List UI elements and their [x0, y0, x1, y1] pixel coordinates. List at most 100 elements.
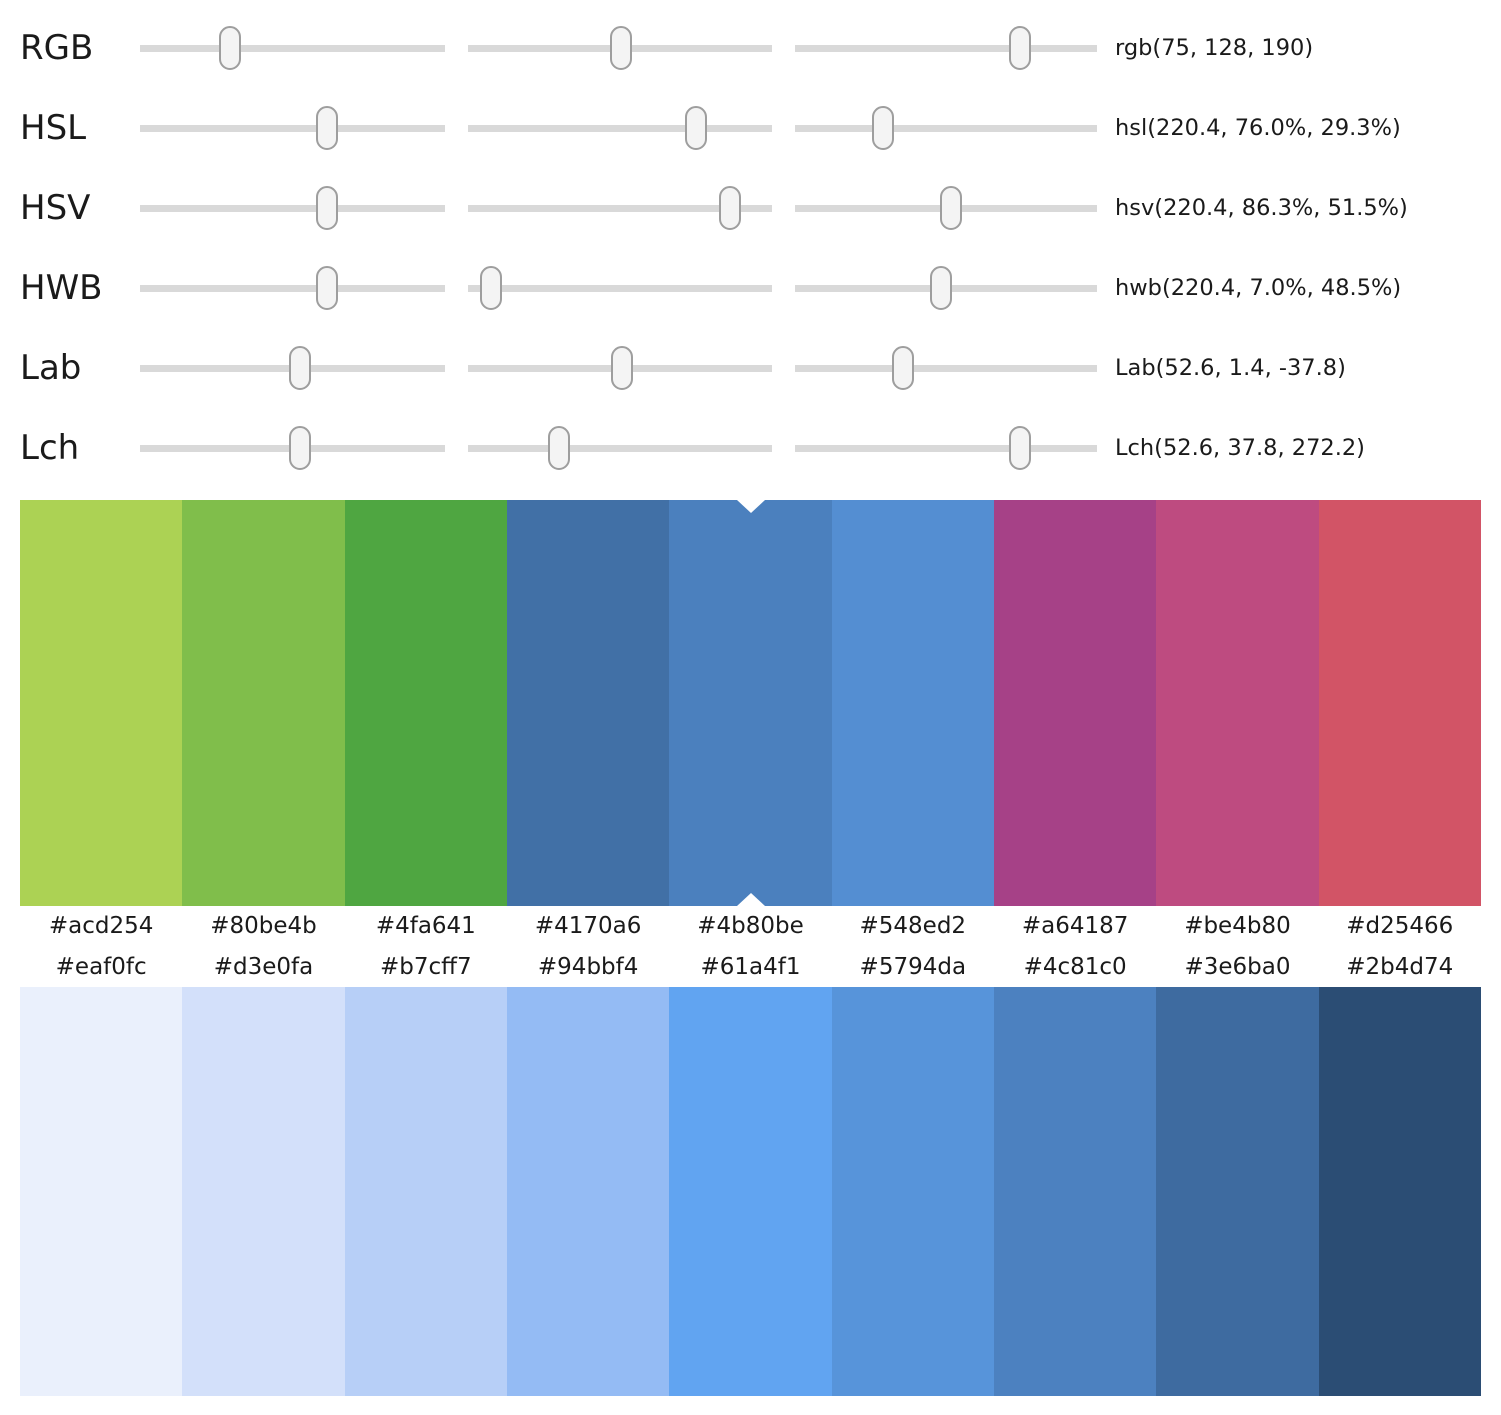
hsv-h-slider-handle[interactable]: [315, 186, 338, 230]
hsl-s-slider-handle[interactable]: [685, 106, 707, 150]
hwb-h-slider-track[interactable]: [140, 284, 445, 292]
lightness-swatch-5[interactable]: [669, 987, 832, 1396]
hue-swatch-7[interactable]: [993, 500, 1157, 906]
hue-swatch-4[interactable]: [506, 500, 670, 906]
hwb-w-slider-track[interactable]: [468, 284, 772, 292]
rgb-g-slider[interactable]: [468, 24, 772, 72]
hsv-value-text: hsv(220.4, 86.3%, 51.5%): [1115, 195, 1408, 221]
lch-c-slider[interactable]: [468, 424, 772, 472]
lightness-palette: [20, 987, 1481, 1396]
hwb-b-slider[interactable]: [795, 264, 1097, 312]
hwb-b-slider-handle[interactable]: [930, 266, 953, 310]
lab-b-slider-handle[interactable]: [891, 346, 914, 390]
lch-h-slider-handle[interactable]: [1008, 426, 1031, 470]
rgb-b-slider[interactable]: [795, 24, 1097, 72]
hsv-s-slider[interactable]: [468, 184, 772, 232]
lightness-hex-labels: #eaf0fc #d3e0fa #b7cff7 #94bbf4 #61a4f1 …: [20, 946, 1481, 987]
lightness-swatch-9[interactable]: [1318, 987, 1481, 1396]
rgb-b-slider-track[interactable]: [795, 44, 1097, 52]
lab-b-slider-track[interactable]: [795, 364, 1097, 372]
hsl-l-slider-track[interactable]: [795, 124, 1097, 132]
hsl-s-slider[interactable]: [468, 104, 772, 152]
colorspace-label-lab: Lab: [20, 348, 82, 388]
hwb-h-slider[interactable]: [140, 264, 445, 312]
slider-row-hsl: HSL hsl(220.4, 76.0%, 29.3%): [0, 88, 1501, 168]
rgb-g-slider-handle[interactable]: [609, 26, 632, 70]
lightness-hex-label-8: #3e6ba0: [1184, 953, 1291, 980]
selected-swatch-notch-top: [736, 500, 765, 513]
colorspace-label-rgb: RGB: [20, 28, 94, 68]
lch-h-slider-track[interactable]: [795, 444, 1097, 452]
lightness-hex-label-1: #eaf0fc: [55, 953, 147, 980]
hue-hex-labels: #acd254 #80be4b #4fa641 #4170a6 #4b80be …: [20, 906, 1481, 946]
hsv-s-slider-handle[interactable]: [719, 186, 742, 230]
hsl-s-slider-track[interactable]: [468, 124, 772, 132]
colorspace-label-lch: Lch: [20, 428, 80, 468]
hue-hex-label-6: #548ed2: [859, 913, 967, 939]
hue-swatch-9[interactable]: [1318, 500, 1481, 906]
hue-swatch-1[interactable]: [20, 500, 183, 906]
lab-a-slider[interactable]: [468, 344, 772, 392]
lightness-hex-label-7: #4c81c0: [1023, 953, 1127, 980]
rgb-b-slider-handle[interactable]: [1008, 26, 1031, 70]
lightness-swatch-3[interactable]: [344, 987, 507, 1396]
lch-c-slider-track[interactable]: [468, 444, 772, 452]
lightness-swatch-1[interactable]: [20, 987, 183, 1396]
hwb-w-slider-handle[interactable]: [479, 266, 502, 310]
hwb-w-slider[interactable]: [468, 264, 772, 312]
slider-row-rgb: RGB rgb(75, 128, 190): [0, 8, 1501, 88]
lightness-hex-label-4: #94bbf4: [537, 953, 639, 980]
hsv-s-slider-track[interactable]: [468, 204, 772, 212]
hue-swatch-8[interactable]: [1156, 500, 1319, 906]
lch-c-slider-handle[interactable]: [548, 426, 571, 470]
slider-row-hwb: HWB hwb(220.4, 7.0%, 48.5%): [0, 248, 1501, 328]
lab-l-slider-handle[interactable]: [289, 346, 312, 390]
lightness-swatch-8[interactable]: [1156, 987, 1319, 1396]
lightness-swatch-7[interactable]: [993, 987, 1157, 1396]
lightness-hex-label-6: #5794da: [859, 953, 967, 980]
hwb-value-text: hwb(220.4, 7.0%, 48.5%): [1115, 275, 1402, 301]
hue-hex-label-1: #acd254: [48, 913, 154, 939]
hsl-l-slider-handle[interactable]: [872, 106, 895, 150]
hue-palette: [20, 500, 1481, 906]
colorspace-label-hwb: HWB: [20, 268, 103, 308]
hue-swatch-2[interactable]: [182, 500, 345, 906]
lab-a-slider-handle[interactable]: [610, 346, 633, 390]
rgb-r-slider[interactable]: [140, 24, 445, 72]
colorspace-sliders-panel: RGB rgb(75, 128, 190) HSL hsl(220.4,: [0, 0, 1501, 488]
hue-swatch-5-selected[interactable]: [669, 500, 832, 906]
lab-b-slider[interactable]: [795, 344, 1097, 392]
hsl-l-slider[interactable]: [795, 104, 1097, 152]
hue-hex-label-3: #4fa641: [375, 913, 476, 939]
rgb-r-slider-track[interactable]: [140, 44, 445, 52]
slider-row-lab: Lab Lab(52.6, 1.4, -37.8): [0, 328, 1501, 408]
rgb-r-slider-handle[interactable]: [218, 26, 241, 70]
lightness-hex-label-9: #2b4d74: [1346, 953, 1454, 980]
lightness-swatch-6[interactable]: [831, 987, 994, 1396]
lch-h-slider[interactable]: [795, 424, 1097, 472]
hsl-h-slider-handle[interactable]: [315, 106, 338, 150]
hue-swatch-3[interactable]: [344, 500, 507, 906]
lab-l-slider[interactable]: [140, 344, 445, 392]
lch-l-slider[interactable]: [140, 424, 445, 472]
lch-l-slider-handle[interactable]: [289, 426, 312, 470]
lab-value-text: Lab(52.6, 1.4, -37.8): [1115, 355, 1346, 381]
hue-hex-label-5: #4b80be: [697, 913, 804, 939]
hsv-h-slider[interactable]: [140, 184, 445, 232]
hsv-h-slider-track[interactable]: [140, 204, 445, 212]
hwb-h-slider-handle[interactable]: [315, 266, 338, 310]
lightness-swatch-4[interactable]: [506, 987, 670, 1396]
lightness-swatch-2[interactable]: [182, 987, 345, 1396]
colorspace-label-hsl: HSL: [20, 108, 87, 148]
hsv-v-slider-handle[interactable]: [939, 186, 962, 230]
hsl-h-slider[interactable]: [140, 104, 445, 152]
lch-value-text: Lch(52.6, 37.8, 272.2): [1115, 435, 1365, 461]
hsv-v-slider[interactable]: [795, 184, 1097, 232]
hue-swatch-6[interactable]: [831, 500, 994, 906]
lightness-hex-label-3: #b7cff7: [380, 953, 472, 980]
slider-row-hsv: HSV hsv(220.4, 86.3%, 51.5%): [0, 168, 1501, 248]
hsl-value-text: hsl(220.4, 76.0%, 29.3%): [1115, 115, 1401, 141]
hue-hex-label-8: #be4b80: [1184, 913, 1291, 939]
hsl-h-slider-track[interactable]: [140, 124, 445, 132]
lightness-hex-label-5: #61a4f1: [700, 953, 801, 980]
